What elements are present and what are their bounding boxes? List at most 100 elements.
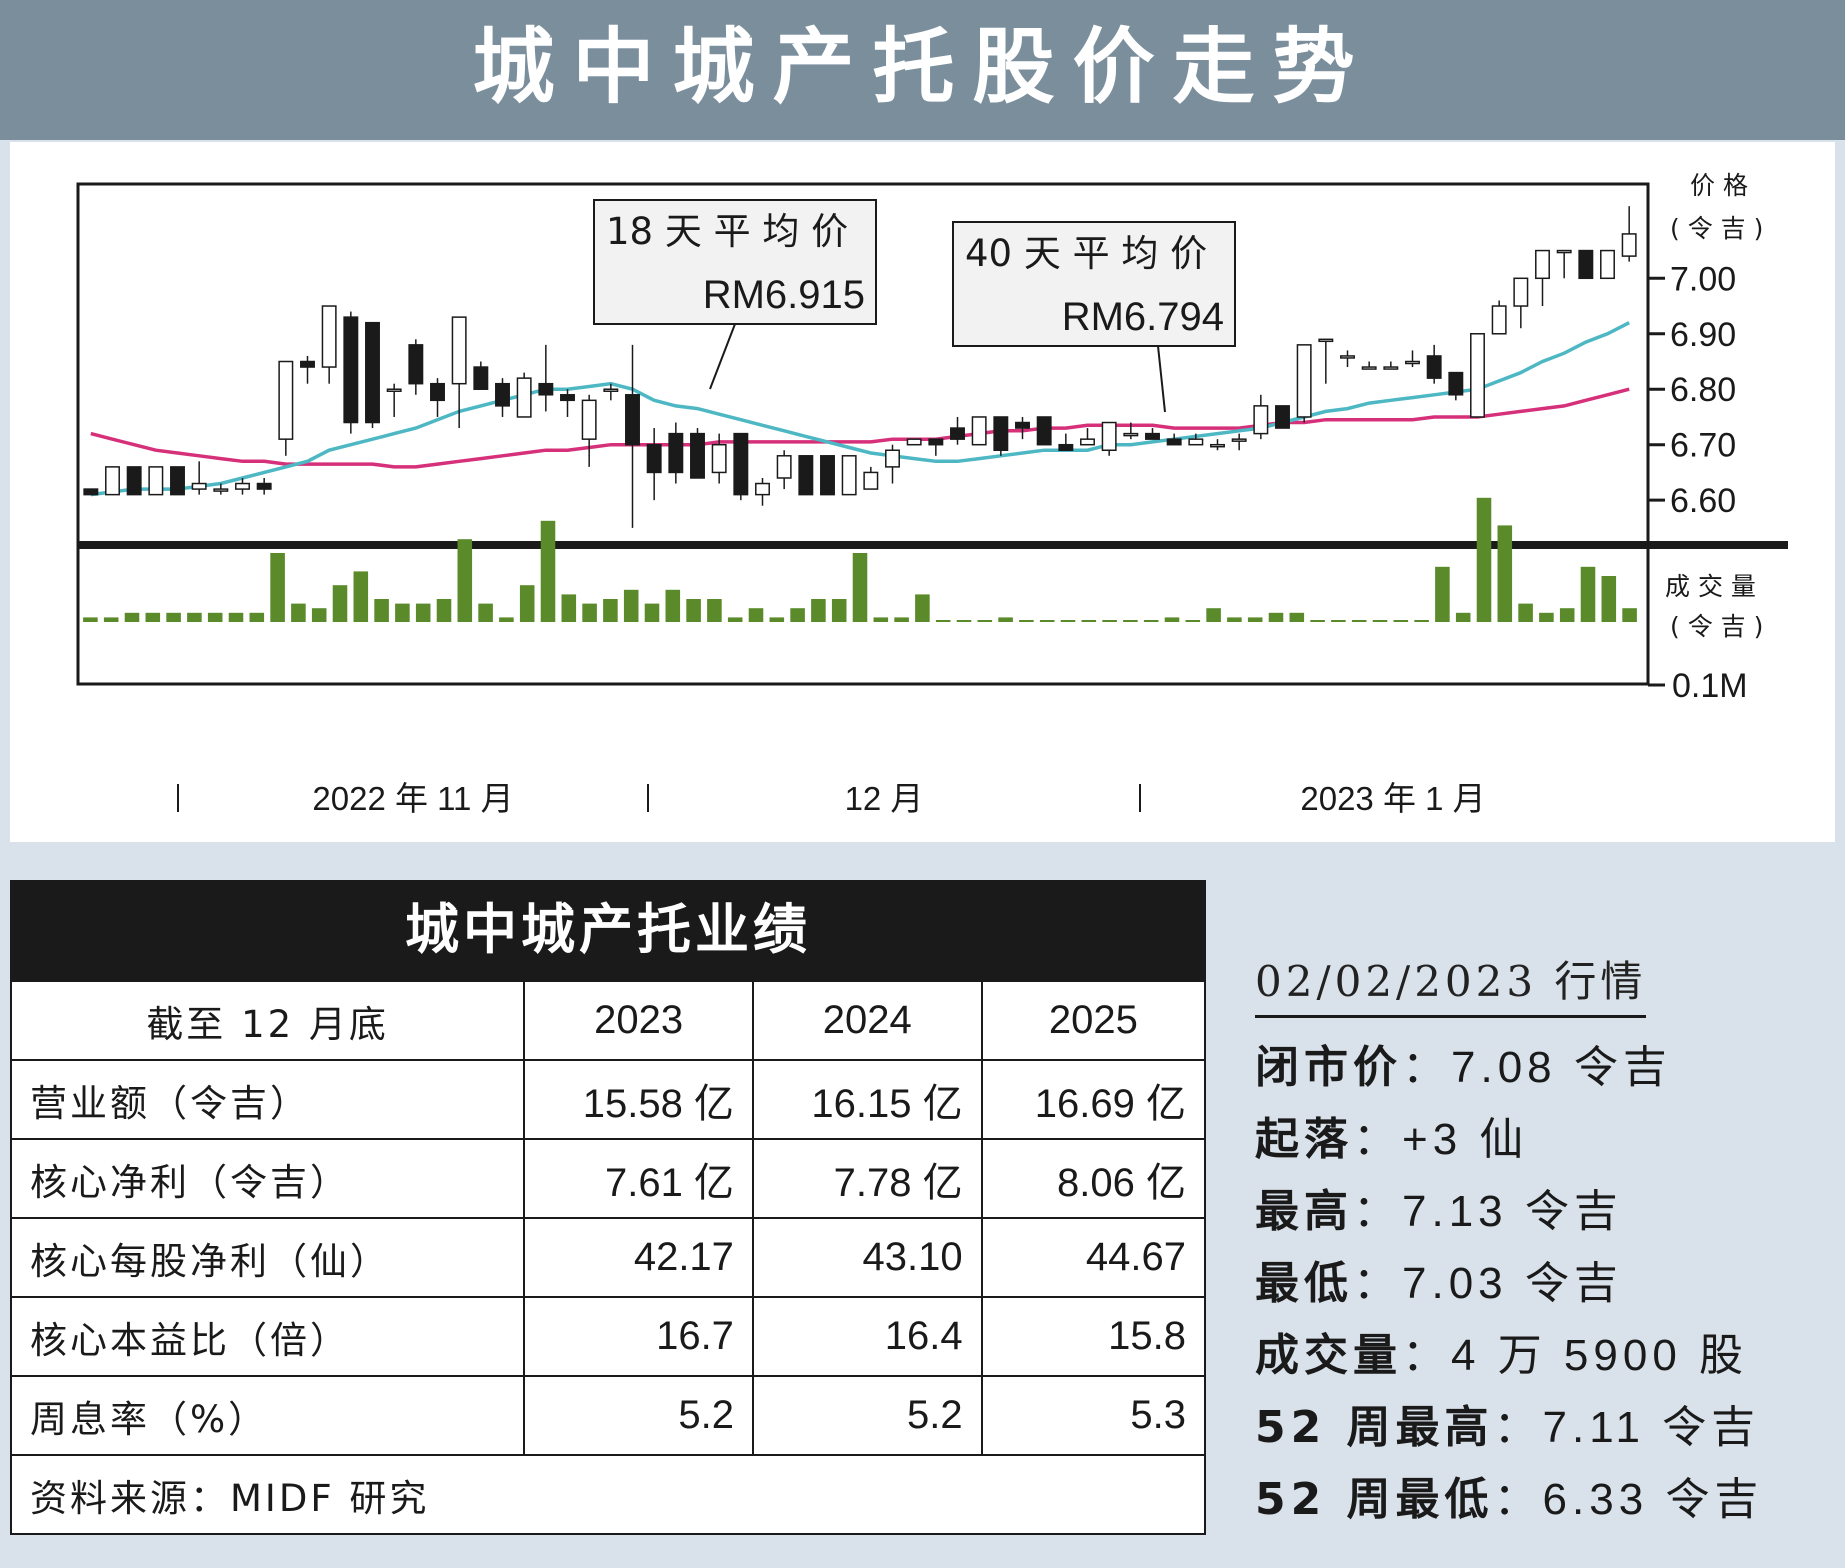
- volume-bar: [1622, 608, 1637, 622]
- candle: [1621, 206, 1637, 262]
- volume-bar: [748, 608, 764, 622]
- volume-bar: [1310, 620, 1325, 622]
- annotation-40-value: RM6.794: [1062, 295, 1224, 339]
- volume-bar: [894, 617, 909, 622]
- source-note: 资料来源：MIDF 研究: [10, 1454, 1206, 1535]
- candle-body-up: [386, 388, 402, 392]
- candle: [1535, 249, 1550, 307]
- volume-bar: [935, 620, 951, 622]
- row-label: 核心本益比（倍）: [9, 1296, 526, 1377]
- candle: [1231, 433, 1247, 451]
- candle-body-up: [711, 443, 727, 474]
- cell-value: 16.15 亿: [751, 1059, 983, 1140]
- price-unit-label: 价 格: [1690, 171, 1748, 200]
- candle-body-up: [1470, 333, 1485, 418]
- volume-bar: [291, 603, 306, 622]
- candle: [1253, 394, 1269, 440]
- volume-bar: [353, 571, 369, 622]
- candle-body-up: [1188, 438, 1204, 446]
- quote-value: ：+3 仙: [1353, 1115, 1529, 1164]
- volume-bar: [561, 594, 577, 622]
- price-tick-label: 6.80: [1670, 371, 1736, 409]
- volume-bar: [1455, 612, 1471, 622]
- volume-bars: [83, 497, 1637, 622]
- volume-bar: [1435, 566, 1450, 622]
- candle: [841, 455, 857, 496]
- candle: [365, 321, 380, 429]
- table-source-row: 资料来源：MIDF 研究: [10, 1454, 1206, 1535]
- candle: [495, 378, 510, 417]
- candle: [885, 444, 900, 484]
- candle: [1426, 344, 1442, 384]
- annotation-18-box: [593, 199, 877, 325]
- cell-value: 5.2: [523, 1375, 754, 1456]
- candle: [1470, 333, 1485, 418]
- candle-body-down: [1058, 443, 1074, 451]
- volume-bar: [415, 603, 431, 622]
- candle: [256, 477, 272, 495]
- candle: [1036, 416, 1052, 446]
- candle-body-up: [1513, 277, 1529, 307]
- month-label-dec: 12 月: [845, 780, 924, 817]
- volume-bar: [686, 599, 701, 622]
- candle-body-up: [1556, 249, 1572, 254]
- financials-panel: 城中城产托业绩 截至 12 月底 2023 2024 2025 营业额（令吉） …: [9, 880, 1207, 1546]
- volume-bar: [311, 608, 327, 622]
- volume-bar: [1393, 620, 1409, 622]
- annotation-18-leader: [709, 323, 736, 390]
- candle-body-up: [1340, 355, 1355, 359]
- candle-body-up: [321, 305, 337, 368]
- candle-body-up: [278, 360, 294, 440]
- table-row: 营业额（令吉） 15.58 亿 16.15 亿 16.69 亿: [9, 1059, 1207, 1140]
- candle-body-down: [1015, 421, 1030, 429]
- candle-body-up: [191, 482, 207, 490]
- volume-bar: [395, 603, 410, 622]
- candle-body-up: [863, 471, 879, 490]
- candle-body-down: [733, 432, 749, 496]
- ma18-series: [90, 321, 1630, 497]
- volume-bar: [436, 599, 452, 622]
- candle: [668, 422, 684, 484]
- header-cell: 2023: [523, 980, 754, 1061]
- volume-bar: [1019, 620, 1034, 622]
- candle: [278, 360, 294, 456]
- candle-body-up: [1253, 405, 1269, 435]
- candle-body-down: [126, 466, 142, 496]
- quote-row: 52 周最低：6.33 令吉: [1255, 1464, 1835, 1536]
- volume-bar: [1060, 620, 1076, 622]
- volume-bar: [519, 585, 535, 622]
- candle-body-down: [256, 482, 272, 490]
- month-label-nov: 2022 年 11 月: [312, 780, 513, 817]
- volume-bar: [1497, 525, 1513, 622]
- candle: [1058, 433, 1074, 451]
- ma40-line: [90, 387, 1630, 469]
- volume-bar: [1227, 617, 1242, 622]
- candle: [776, 450, 792, 490]
- volume-bar: [1164, 617, 1180, 622]
- row-label: 核心每股净利（仙）: [9, 1217, 526, 1298]
- volume-bar: [145, 612, 161, 622]
- candle: [430, 378, 445, 417]
- candle-body-down: [430, 382, 445, 402]
- cell-value: 5.3: [980, 1375, 1207, 1456]
- cell-value: 7.61 亿: [523, 1138, 754, 1219]
- candle: [343, 311, 359, 434]
- cell-value: 16.4: [751, 1296, 983, 1377]
- volume-bar: [1372, 620, 1388, 622]
- cell-value: 15.8: [980, 1296, 1207, 1377]
- quote-title: 02/02/2023 行情: [1255, 948, 1647, 1018]
- candle-body-up: [1210, 443, 1225, 448]
- candle-body-down: [820, 455, 835, 496]
- volume-bar: [1247, 617, 1263, 622]
- quote-value: ：7.08 令吉: [1402, 1043, 1672, 1092]
- volume-bar: [727, 617, 743, 622]
- candle-body-down: [538, 382, 554, 396]
- candles: [83, 206, 1637, 528]
- candle: [1015, 416, 1030, 440]
- volume-bar: [249, 612, 265, 622]
- row-label: 营业额（令吉）: [9, 1059, 526, 1140]
- candle: [191, 461, 207, 495]
- candle: [733, 432, 749, 501]
- price-tick-label: 6.90: [1670, 316, 1736, 354]
- candle-body-up: [105, 466, 120, 496]
